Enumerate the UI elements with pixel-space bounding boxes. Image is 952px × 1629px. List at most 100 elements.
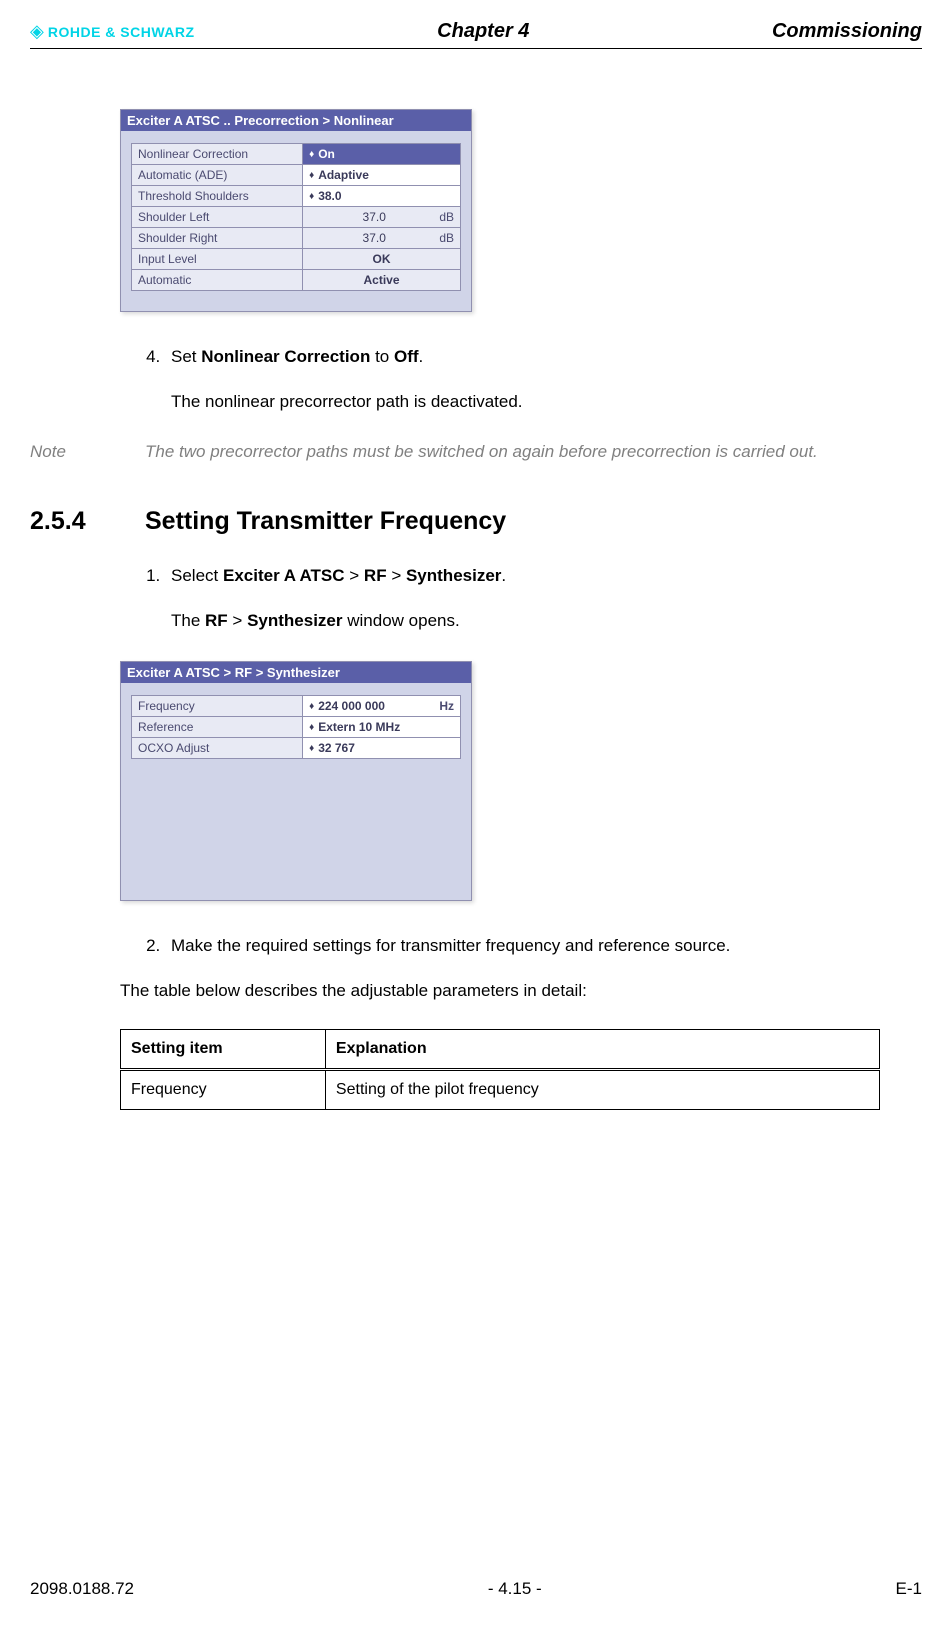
row-label: Reference [132,717,303,738]
table-header-row: Setting item Explanation [121,1030,880,1070]
step-bold: RF [364,566,387,585]
step-bold: Nonlinear Correction [201,347,370,366]
spinner-icon: ♦ [309,723,314,733]
step-list: Select Exciter A ATSC > RF > Synthesizer… [120,566,922,586]
unit: dB [439,210,454,224]
b: RF [205,611,228,630]
step-bold: Synthesizer [406,566,501,585]
value-text: Extern 10 MHz [318,720,400,734]
shoulder-left-value: 37.0 dB [303,207,461,228]
step-text: Make the required settings for transmitt… [171,936,730,955]
table-row: Nonlinear Correction ♦On [132,144,461,165]
step-text: to [370,347,394,366]
table-row: Reference ♦ Extern 10 MHz [132,717,461,738]
note-text: The two precorrector paths must be switc… [145,442,922,462]
spinner-icon: ♦ [309,171,314,181]
step-bold: Exciter A ATSC [223,566,345,585]
unit: dB [439,231,454,245]
synthesizer-window: Exciter A ATSC > RF > Synthesizer Freque… [120,661,472,901]
gt: > [387,566,406,585]
header-right: Commissioning [772,20,922,43]
row-label: Automatic (ADE) [132,165,303,186]
gt: > [345,566,364,585]
footer-center: - 4.15 - [488,1579,542,1599]
content-area: Exciter A ATSC .. Precorrection > Nonlin… [30,109,922,1110]
section-title: Setting Transmitter Frequency [145,507,506,536]
step-text: Select [171,566,223,585]
header-setting: Setting item [121,1030,326,1070]
value-text: Active [364,273,400,287]
row-label: Shoulder Left [132,207,303,228]
window-body: Nonlinear Correction ♦On Automatic (ADE)… [121,131,471,311]
step-text: Set [171,347,201,366]
value-text: 32 767 [318,741,355,755]
step-text: . [501,566,506,585]
window-titlebar: Exciter A ATSC .. Precorrection > Nonlin… [121,110,471,131]
note-label: Note [30,442,145,462]
table-row: Frequency ♦ 224 000 000 Hz [132,696,461,717]
automatic-value: Active [303,270,461,291]
input-level-value: OK [303,249,461,270]
step-text: . [419,347,424,366]
table-row: Automatic Active [132,270,461,291]
window-body: Frequency ♦ 224 000 000 Hz Reference ♦ Exte… [121,683,471,899]
step-bold: Off [394,347,419,366]
automatic-ade-value[interactable]: ♦ Adaptive [303,165,461,186]
logo-text: ROHDE & SCHWARZ [48,24,195,40]
spinner-icon: ♦ [309,744,314,754]
row-label: OCXO Adjust [132,738,303,759]
step-4: Set Nonlinear Correction to Off. [165,347,922,367]
ocxo-value[interactable]: ♦ 32 767 [303,738,461,759]
footer-right: E-1 [896,1579,922,1599]
step-list: Set Nonlinear Correction to Off. [120,347,922,367]
logo-icon: ◈ [30,21,44,42]
nonlinear-correction-value[interactable]: ♦On [303,144,461,165]
header-explanation: Explanation [325,1030,879,1070]
chapter-title: Chapter 4 [195,20,772,43]
spinner-icon: ♦ [309,702,314,712]
row-label: Automatic [132,270,303,291]
step-4-sub: The nonlinear precorrector path is deact… [171,392,922,412]
step-1-sub: The RF > Synthesizer window opens. [171,611,922,631]
frequency-value[interactable]: ♦ 224 000 000 Hz [303,696,461,717]
page-footer: 2098.0188.72 - 4.15 - E-1 [30,1579,922,1599]
note-block: Note The two precorrector paths must be … [30,442,922,462]
value-text: OK [373,252,391,266]
cell-setting: Frequency [121,1070,326,1110]
t: The [171,611,205,630]
step-2: Make the required settings for transmitt… [165,936,922,956]
t: > [228,611,247,630]
section-heading: 2.5.4 Setting Transmitter Frequency [30,507,922,536]
reference-value[interactable]: ♦ Extern 10 MHz [303,717,461,738]
value-text: 37.0 [363,210,386,224]
table-row: Automatic (ADE) ♦ Adaptive [132,165,461,186]
row-label: Frequency [132,696,303,717]
table-intro: The table below describes the adjustable… [120,981,922,1001]
row-label: Nonlinear Correction [132,144,303,165]
table-row: Frequency Setting of the pilot frequency [121,1070,880,1110]
nonlinear-window: Exciter A ATSC .. Precorrection > Nonlin… [120,109,472,312]
b: Synthesizer [247,611,342,630]
threshold-value[interactable]: ♦38.0 [303,186,461,207]
synthesizer-table: Frequency ♦ 224 000 000 Hz Reference ♦ Exte… [131,695,461,759]
shoulder-right-value: 37.0 dB [303,228,461,249]
t: window opens. [343,611,460,630]
row-label: Shoulder Right [132,228,303,249]
step-1: Select Exciter A ATSC > RF > Synthesizer… [165,566,922,586]
unit: Hz [439,699,454,713]
cell-explanation: Setting of the pilot frequency [325,1070,879,1110]
spinner-icon: ♦ [309,150,314,160]
parameter-table: Setting item Explanation Frequency Setti… [120,1029,880,1110]
value-text: 224 000 000 [318,699,385,713]
page-header: ◈ ROHDE & SCHWARZ Chapter 4 Commissionin… [30,20,922,49]
step-list: Make the required settings for transmitt… [120,936,922,956]
table-row: Input Level OK [132,249,461,270]
row-label: Threshold Shoulders [132,186,303,207]
value-text: 37.0 [363,231,386,245]
section-number: 2.5.4 [30,507,145,536]
value-text: Adaptive [318,168,369,182]
window-titlebar: Exciter A ATSC > RF > Synthesizer [121,662,471,683]
table-row: Shoulder Left 37.0 dB [132,207,461,228]
value-text: 38.0 [318,189,341,203]
row-label: Input Level [132,249,303,270]
